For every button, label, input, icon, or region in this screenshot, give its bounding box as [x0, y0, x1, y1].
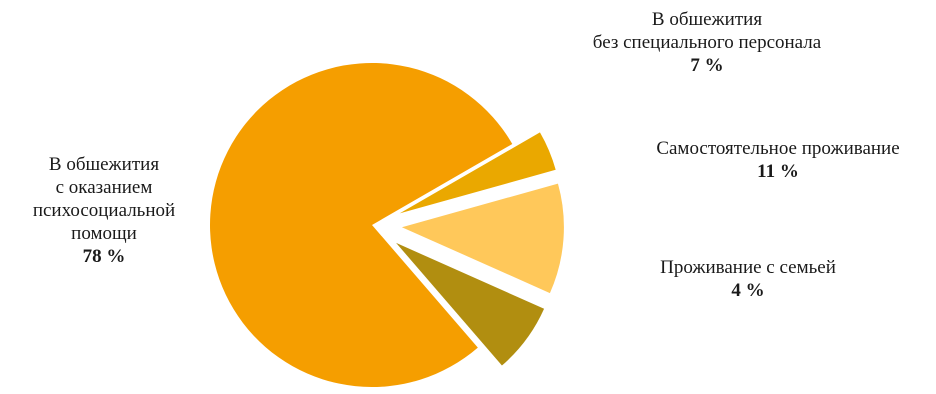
slice-percent-0: 78 %	[83, 246, 126, 267]
slice-label-3-line-0: Проживание с семьей	[660, 257, 836, 278]
pie-slice-2	[401, 183, 564, 294]
slice-label-0-line-0: В обшежития	[49, 154, 159, 175]
slice-percent-3: 4 %	[731, 280, 764, 301]
slice-label-2-line-0: Самостоятельное проживание	[656, 138, 899, 159]
pie-slice-1	[396, 242, 545, 366]
slice-percent-2: 11 %	[757, 161, 799, 182]
slice-label-0-line-2: психосоциальной	[33, 200, 175, 221]
slice-label-0-line-3: помощи	[71, 223, 137, 244]
slice-label-0-line-1: с оказанием	[56, 177, 153, 198]
slice-percent-1: 7 %	[690, 55, 723, 76]
pie-slice-0	[209, 62, 513, 387]
slice-label-1-line-0: В обшежития	[652, 9, 762, 30]
pie-slice-3	[399, 132, 556, 214]
slice-label-1-line-1: без специального персонала	[593, 32, 822, 53]
